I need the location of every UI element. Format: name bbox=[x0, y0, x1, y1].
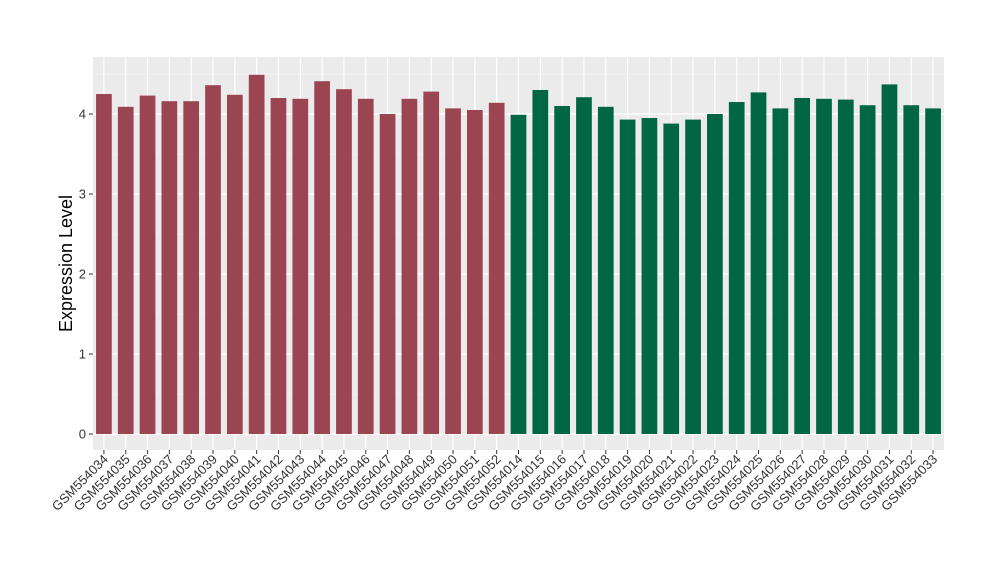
bar bbox=[183, 101, 200, 434]
bar bbox=[728, 102, 745, 434]
bar bbox=[532, 90, 549, 434]
bar bbox=[597, 106, 614, 435]
bar bbox=[903, 105, 920, 434]
y-axis: 0 1 2 3 4 bbox=[79, 107, 93, 442]
bar bbox=[707, 114, 723, 434]
bar bbox=[816, 98, 832, 435]
bar bbox=[226, 94, 243, 435]
bar bbox=[685, 119, 701, 434]
y-tick-label: 4 bbox=[79, 107, 86, 122]
bar bbox=[881, 84, 898, 435]
bar bbox=[270, 98, 287, 434]
bar bbox=[161, 101, 178, 434]
x-axis: GSM554034GSM554035GSM554036GSM554037GSM5… bbox=[49, 450, 940, 514]
bar bbox=[423, 91, 440, 434]
bar bbox=[488, 102, 505, 435]
bar bbox=[750, 92, 767, 435]
bar bbox=[96, 94, 112, 434]
bar bbox=[619, 119, 636, 434]
y-tick-label: 1 bbox=[79, 347, 86, 362]
bar bbox=[925, 108, 941, 435]
bar bbox=[248, 74, 265, 435]
bar bbox=[357, 98, 374, 435]
bar bbox=[379, 114, 396, 434]
bar bbox=[139, 95, 156, 434]
bar bbox=[314, 81, 330, 434]
bar bbox=[576, 97, 592, 434]
bar bbox=[401, 98, 418, 435]
bar bbox=[663, 123, 680, 434]
bar bbox=[772, 108, 789, 435]
bars bbox=[96, 74, 941, 435]
bar bbox=[117, 106, 134, 435]
bar bbox=[837, 99, 854, 434]
bar bbox=[554, 106, 570, 434]
bar bbox=[510, 114, 527, 435]
y-tick-label: 2 bbox=[79, 267, 86, 282]
bar bbox=[794, 98, 811, 434]
bar bbox=[292, 98, 309, 435]
bar bbox=[859, 105, 876, 434]
bar bbox=[445, 108, 461, 435]
bar bbox=[467, 110, 483, 434]
bar bbox=[641, 118, 658, 434]
bar bbox=[336, 89, 352, 434]
bar bbox=[205, 85, 221, 434]
y-tick-label: 3 bbox=[79, 187, 86, 202]
y-axis-title: Expression Level bbox=[56, 195, 76, 332]
y-tick-label: 0 bbox=[79, 427, 86, 442]
